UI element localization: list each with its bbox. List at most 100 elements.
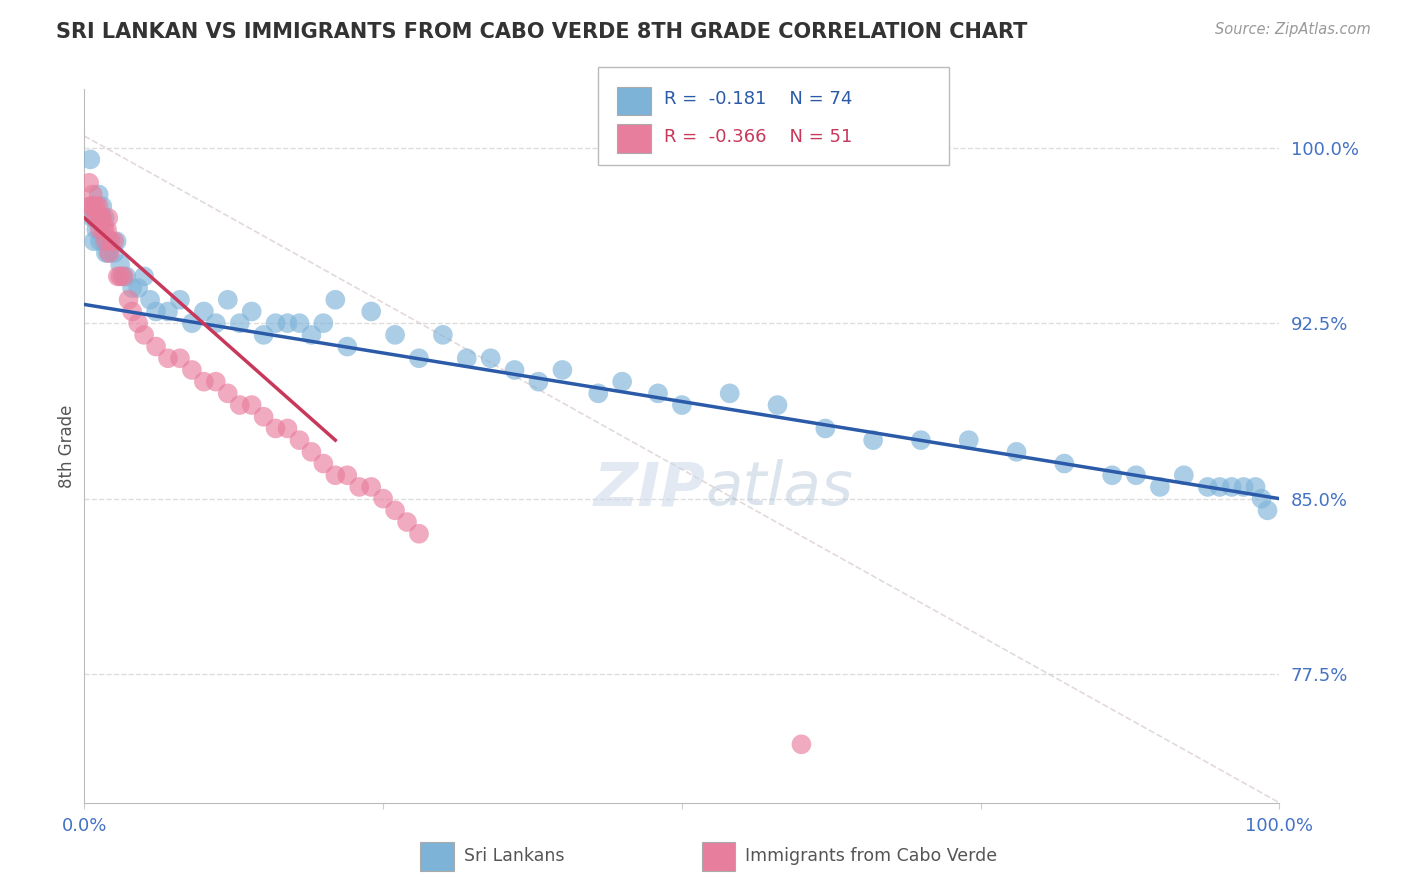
Point (1233, 480, 1256, 494)
Point (112, 269, 135, 284)
Point (121, 304, 143, 318)
Point (96, 234, 118, 248)
Point (169, 351, 191, 366)
Point (115, 269, 138, 284)
Point (217, 293, 239, 307)
Point (240, 304, 263, 318)
Point (229, 398, 252, 412)
Point (84, 211, 107, 225)
Point (264, 316, 287, 330)
Point (1257, 503, 1279, 517)
Point (80, 199, 103, 213)
Point (408, 526, 430, 541)
Point (456, 351, 478, 366)
Point (325, 468, 347, 483)
Point (551, 363, 574, 377)
Point (325, 293, 347, 307)
Point (132, 327, 156, 342)
Point (384, 327, 406, 342)
Point (107, 269, 129, 284)
Point (396, 515, 419, 529)
Point (277, 421, 299, 435)
Point (1101, 468, 1123, 483)
Point (86, 211, 108, 225)
Point (336, 340, 359, 354)
Point (93, 234, 115, 248)
Text: Sri Lankans: Sri Lankans (464, 847, 564, 865)
Point (103, 246, 125, 260)
Point (145, 340, 167, 354)
Point (90, 211, 112, 225)
Point (671, 398, 693, 412)
Point (862, 433, 884, 447)
Point (588, 386, 610, 401)
Point (86, 199, 108, 213)
Point (97, 246, 120, 260)
Point (217, 386, 239, 401)
Point (360, 304, 382, 318)
Point (1250, 491, 1272, 506)
Point (766, 398, 789, 412)
Point (1173, 468, 1195, 483)
Point (647, 386, 669, 401)
Point (181, 316, 204, 330)
Point (83, 199, 105, 213)
Point (96, 222, 118, 236)
Point (229, 316, 252, 330)
Point (91, 199, 114, 213)
Point (97, 211, 120, 225)
Text: atlas: atlas (706, 459, 853, 518)
Point (814, 421, 837, 435)
Point (93, 211, 115, 225)
Point (77, 176, 100, 190)
Text: ZIP: ZIP (593, 459, 706, 518)
Point (105, 234, 128, 248)
Point (111, 269, 134, 284)
Point (89, 234, 111, 248)
Point (205, 316, 228, 330)
Point (93, 222, 115, 236)
Point (80, 199, 103, 213)
Point (503, 363, 526, 377)
Point (957, 433, 980, 447)
Point (86, 222, 108, 236)
Point (1053, 457, 1076, 471)
Point (139, 293, 162, 307)
Point (432, 327, 454, 342)
Text: R =  -0.366    N = 51: R = -0.366 N = 51 (664, 128, 852, 146)
Point (1149, 480, 1171, 494)
Point (1209, 480, 1232, 494)
Point (169, 293, 191, 307)
Point (301, 445, 323, 459)
Point (240, 398, 263, 412)
Point (264, 421, 287, 435)
Point (84, 211, 107, 225)
Point (98, 246, 121, 260)
Point (288, 433, 311, 447)
Point (121, 281, 143, 295)
Point (127, 316, 149, 330)
Point (127, 281, 149, 295)
Point (479, 351, 502, 366)
Point (89, 222, 111, 236)
Point (288, 316, 311, 330)
Point (1220, 480, 1243, 494)
Point (373, 491, 395, 506)
Point (910, 433, 932, 447)
Point (100, 234, 122, 248)
Point (336, 468, 359, 483)
Point (312, 316, 335, 330)
Point (91, 211, 114, 225)
Point (94, 246, 117, 260)
Point (253, 409, 276, 424)
Point (94, 234, 117, 248)
Point (110, 269, 132, 284)
Point (384, 503, 406, 517)
Point (79, 153, 101, 167)
Point (253, 327, 276, 342)
Point (93, 222, 115, 236)
Point (90, 211, 112, 225)
Point (349, 480, 371, 494)
Text: Source: ZipAtlas.com: Source: ZipAtlas.com (1215, 22, 1371, 37)
Point (205, 375, 228, 389)
